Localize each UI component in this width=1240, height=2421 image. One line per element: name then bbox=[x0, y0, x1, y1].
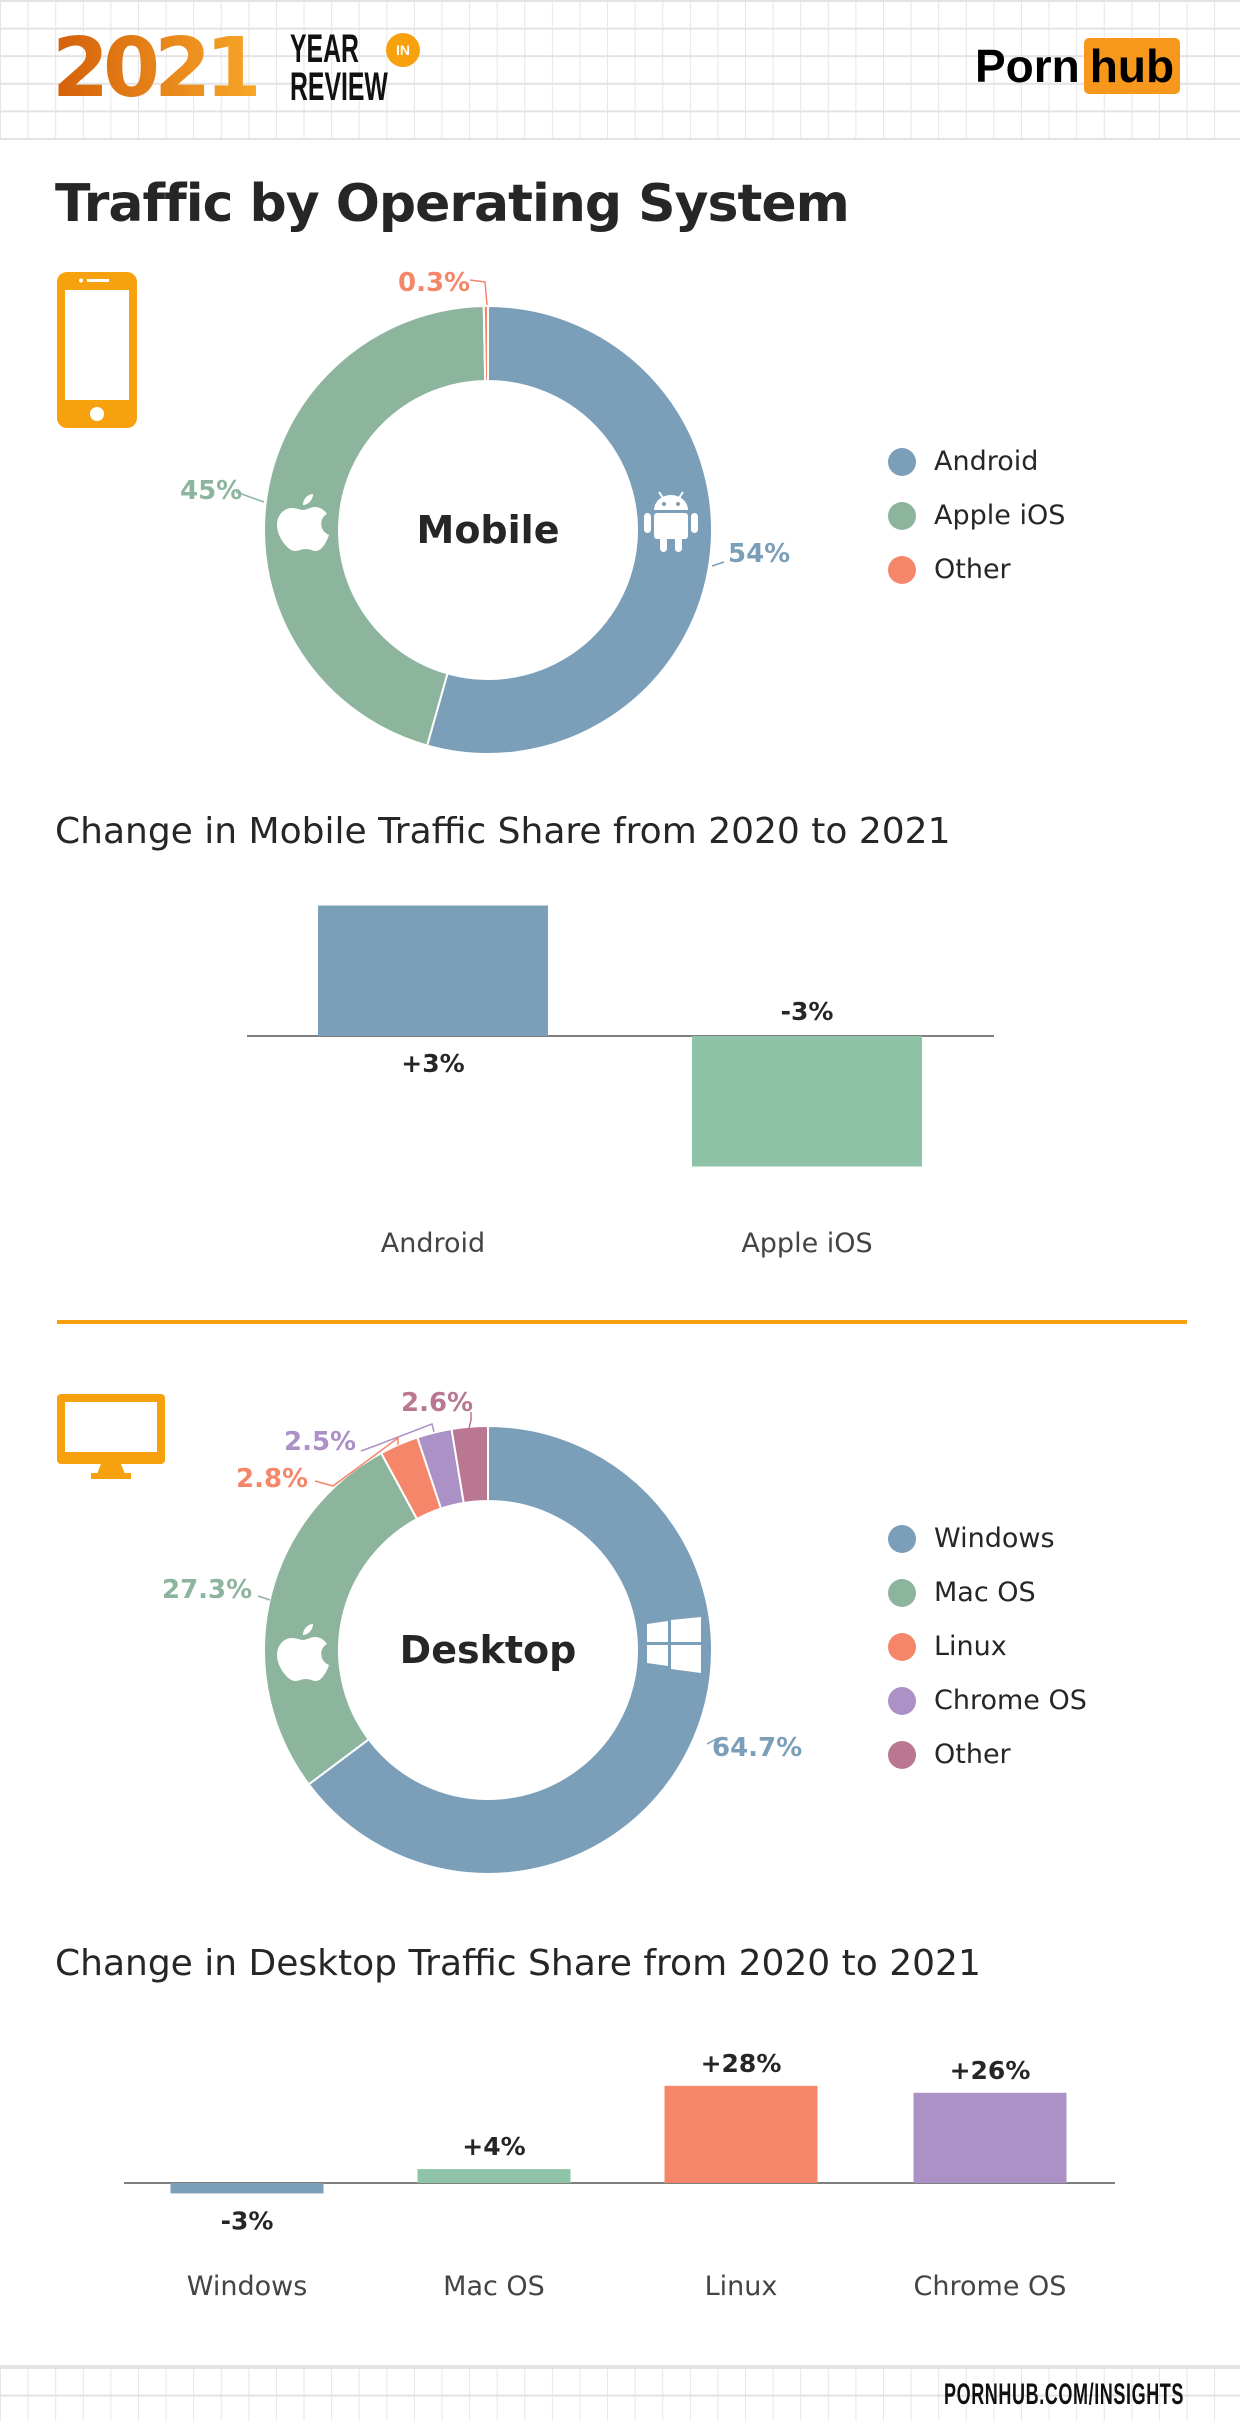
slice-label-linux: 2.8% bbox=[236, 1464, 309, 1494]
bar-apple-ios bbox=[692, 1036, 922, 1167]
bar-category-label: Android bbox=[381, 1228, 485, 1259]
mobile-change-bar-chart: +3% Android -3% Apple iOS bbox=[247, 905, 994, 1259]
bar-category-label: Chrome OS bbox=[914, 2271, 1067, 2302]
in-badge: IN bbox=[386, 33, 420, 67]
slice-label-windows: 64.7% bbox=[712, 1733, 803, 1763]
apple-icon bbox=[277, 1624, 329, 1681]
donut-slice-mac-os bbox=[263, 1451, 419, 1786]
legend-item-apple-ios: Apple iOS bbox=[888, 489, 1065, 543]
desktop-change-title: Change in Desktop Traffic Share from 202… bbox=[55, 1943, 981, 1984]
brand-part1: Porn bbox=[975, 40, 1080, 92]
logo-line2: REVIEW bbox=[290, 65, 388, 109]
logo-line1: YEAR bbox=[290, 27, 359, 71]
bar-android bbox=[318, 905, 548, 1036]
donut-slice-android bbox=[425, 304, 713, 755]
legend-item-android: Android bbox=[888, 435, 1065, 489]
mobile-change-title: Change in Mobile Traffic Share from 2020… bbox=[55, 811, 951, 852]
legend-swatch bbox=[888, 502, 916, 530]
legend-label: Other bbox=[934, 554, 1011, 585]
legend-label: Windows bbox=[934, 1523, 1055, 1554]
donut-center-label: Desktop bbox=[399, 1628, 577, 1672]
brand-logo: Porn hub bbox=[975, 38, 1181, 94]
legend-item-other: Other bbox=[888, 1728, 1087, 1782]
bar-category-label: Mac OS bbox=[443, 2271, 545, 2302]
bar-windows bbox=[170, 2183, 324, 2194]
legend-item-linux: Linux bbox=[888, 1620, 1087, 1674]
bar-linux bbox=[664, 2085, 818, 2183]
slice-label-ios: 45% bbox=[180, 476, 243, 506]
legend-item-other: Other bbox=[888, 543, 1065, 597]
legend-item-chrome-os: Chrome OS bbox=[888, 1674, 1087, 1728]
slice-label-other: 0.3% bbox=[398, 268, 471, 298]
smartphone-icon bbox=[57, 272, 137, 428]
legend-label: Chrome OS bbox=[934, 1685, 1087, 1716]
legend-label: Android bbox=[934, 446, 1039, 477]
mobile-legend: Android Apple iOS Other bbox=[888, 435, 1065, 597]
slice-label-other: 2.6% bbox=[401, 1388, 474, 1418]
android-icon bbox=[644, 491, 698, 552]
windows-icon bbox=[647, 1617, 701, 1673]
page-title: Traffic by Operating System bbox=[55, 174, 850, 234]
donut-slice-other bbox=[482, 304, 489, 383]
bar-category-label: Apple iOS bbox=[741, 1228, 872, 1259]
mobile-donut-chart bbox=[263, 304, 713, 755]
bar-mac-os bbox=[417, 2169, 571, 2183]
desktop-legend: Windows Mac OS Linux Chrome OS Other bbox=[888, 1512, 1087, 1782]
donut-slice-windows bbox=[307, 1424, 713, 1875]
legend-swatch bbox=[888, 1633, 916, 1661]
legend-item-windows: Windows bbox=[888, 1512, 1087, 1566]
apple-icon bbox=[277, 494, 329, 551]
legend-swatch bbox=[888, 1687, 916, 1715]
legend-swatch bbox=[888, 1525, 916, 1553]
legend-item-mac-os: Mac OS bbox=[888, 1566, 1087, 1620]
legend-label: Apple iOS bbox=[934, 500, 1066, 531]
desktop-donut-chart bbox=[263, 1424, 713, 1875]
bar-category-label: Windows bbox=[187, 2271, 308, 2302]
leader-lines bbox=[235, 279, 725, 567]
legend-label: Mac OS bbox=[934, 1577, 1036, 1608]
bar-category-label: Linux bbox=[705, 2271, 778, 2302]
legend-label: Linux bbox=[934, 1631, 1007, 1662]
brand-part2: hub bbox=[1083, 38, 1181, 94]
slice-label-chrome-os: 2.5% bbox=[284, 1427, 357, 1457]
bar-value-label: +26% bbox=[950, 2056, 1031, 2085]
bar-chrome-os bbox=[913, 2092, 1067, 2183]
desktop-monitor-icon bbox=[57, 1394, 165, 1479]
donut-slice-other bbox=[450, 1424, 489, 1505]
footer-bar bbox=[0, 2365, 1240, 2421]
desktop-change-bar-chart: -3% Windows +4% Mac OS +28% Linux +26% Chrome O… bbox=[124, 2049, 1115, 2302]
legend-swatch bbox=[888, 556, 916, 584]
leader-lines bbox=[257, 1412, 719, 1745]
slice-label-android: 54% bbox=[728, 539, 791, 569]
donut-slice-apple-ios bbox=[263, 305, 487, 747]
bar-value-label: +4% bbox=[462, 2132, 525, 2161]
legend-swatch bbox=[888, 1741, 916, 1769]
year-in-review-text: YEAR REVIEW bbox=[290, 27, 388, 109]
bar-value-label: +28% bbox=[701, 2049, 782, 2078]
legend-swatch bbox=[888, 1579, 916, 1607]
footer-url: PORNHUB.COM/INSIGHTS bbox=[943, 2378, 1184, 2411]
legend-swatch bbox=[888, 448, 916, 476]
bar-value-label: -3% bbox=[781, 997, 834, 1026]
slice-label-mac-os: 27.3% bbox=[162, 1575, 253, 1605]
header-bar: 2021 YEAR REVIEW IN Porn hub bbox=[0, 0, 1240, 140]
year-logo: 2021 bbox=[52, 21, 262, 116]
bar-value-label: -3% bbox=[221, 2206, 274, 2235]
section-divider bbox=[57, 1320, 1187, 1324]
donut-center-label: Mobile bbox=[416, 508, 560, 552]
bar-value-label: +3% bbox=[401, 1049, 464, 1078]
legend-label: Other bbox=[934, 1739, 1011, 1770]
